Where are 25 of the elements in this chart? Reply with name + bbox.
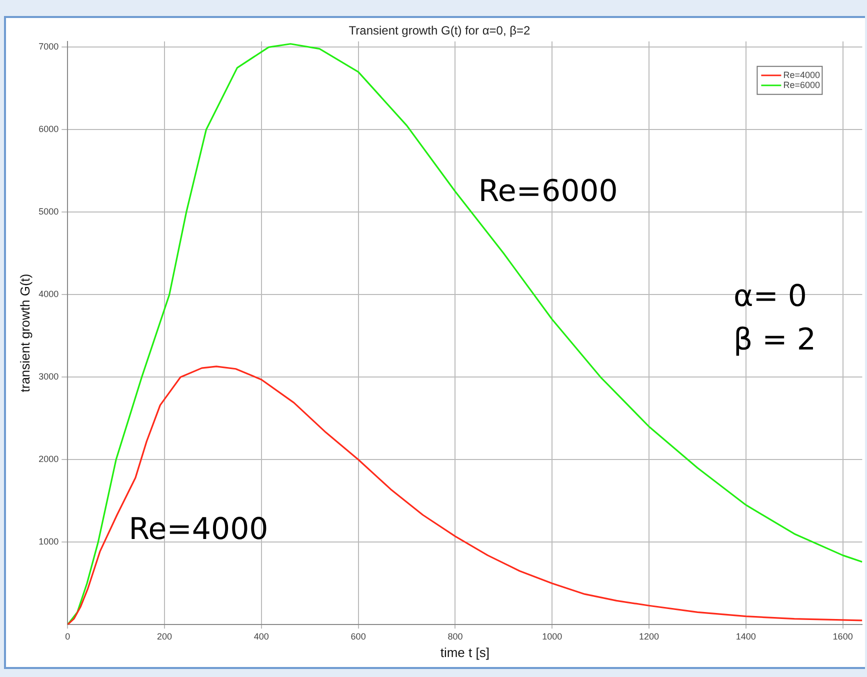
annotation: β = 2 (733, 322, 816, 358)
x-tick-label: 1000 (542, 631, 562, 642)
y-axis-title: transient growth G(t) (17, 274, 32, 392)
x-tick-label: 800 (448, 631, 463, 642)
y-tick-label: 7000 (38, 42, 59, 52)
x-tick-label: 1200 (639, 631, 660, 642)
annotation: Re=6000 (478, 174, 618, 209)
x-tick-label: 0 (65, 631, 70, 642)
legend-label: Re=4000 (783, 70, 820, 80)
y-tick-label: 2000 (38, 454, 59, 464)
y-tick-label: 4000 (38, 289, 59, 300)
y-tick-label: 3000 (38, 372, 59, 382)
x-axis-title: time t [s] (440, 644, 490, 660)
y-tick-label: 5000 (38, 206, 59, 217)
x-tick-label: 600 (350, 631, 366, 642)
x-tick-label: 400 (254, 631, 269, 642)
x-tick-label: 200 (157, 631, 172, 642)
legend-label: Re=6000 (783, 80, 820, 90)
annotation: α= 0 (733, 278, 808, 314)
chart-title: Transient growth G(t) for α=0, β=2 (348, 24, 531, 38)
x-tick-label: 1400 (736, 631, 756, 642)
x-tick-label: 1600 (832, 631, 853, 642)
annotation: Re=4000 (128, 512, 268, 548)
y-tick-label: 6000 (38, 124, 59, 134)
y-tick-label: 1000 (38, 536, 59, 547)
